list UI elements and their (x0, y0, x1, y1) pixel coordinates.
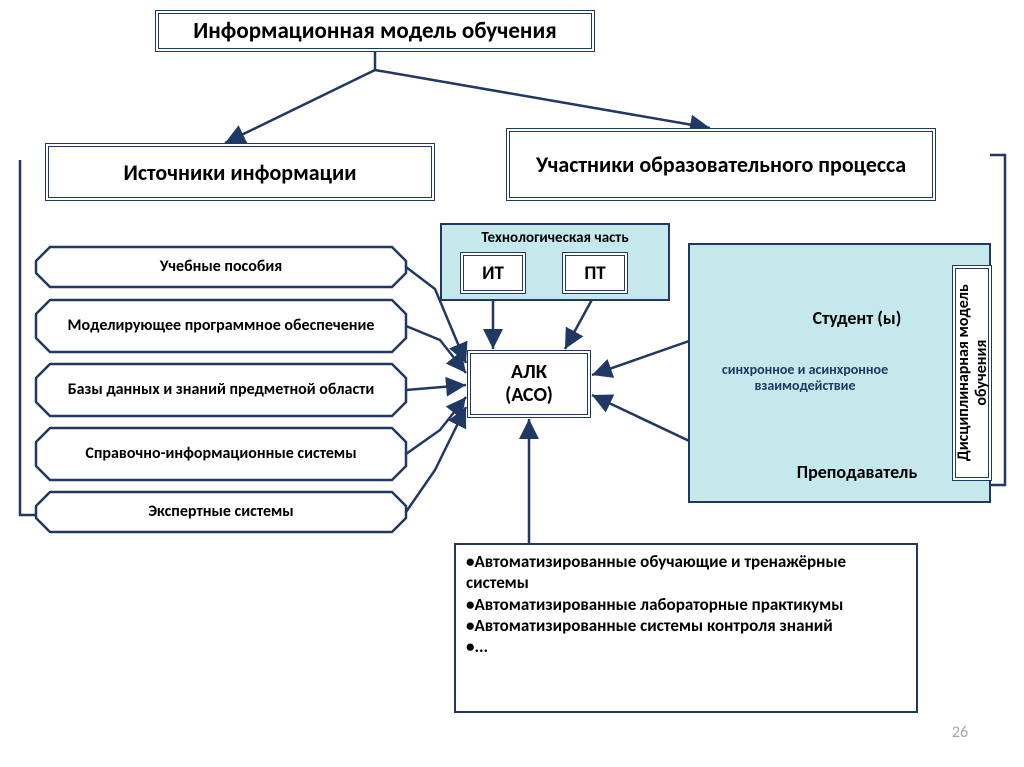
center-alk: АЛК(АСО) (467, 350, 591, 418)
discipline-label: Дисциплинарная модельобучения (954, 285, 989, 462)
source-3: Справочно-информационные системы (36, 428, 406, 480)
teacher-box: Преподаватель (756, 450, 958, 494)
interaction-label: синхронное и асинхронное взаимодействие (688, 358, 922, 398)
source-4: Экспертные системы (36, 492, 406, 532)
source-0: Учебные пособия (36, 247, 406, 287)
student-box: Студент (ы) (756, 296, 958, 340)
header-participants: Участники образовательного процесса (506, 128, 936, 201)
tech-it: ИТ (460, 252, 526, 294)
title: Информационная модель обучения (155, 10, 595, 52)
header-sources: Источники информации (45, 143, 435, 201)
tech-pt: ПТ (562, 252, 628, 294)
source-2: Базы данных и знаний предметной области (36, 364, 406, 416)
source-1: Моделирующее программное обеспечение (36, 300, 406, 352)
discipline-box: Дисциплинарная модельобучения (952, 265, 992, 481)
page-number: 26 (940, 720, 980, 744)
bullets-box: •Автоматизированные обучающие и тренажёр… (454, 543, 918, 713)
